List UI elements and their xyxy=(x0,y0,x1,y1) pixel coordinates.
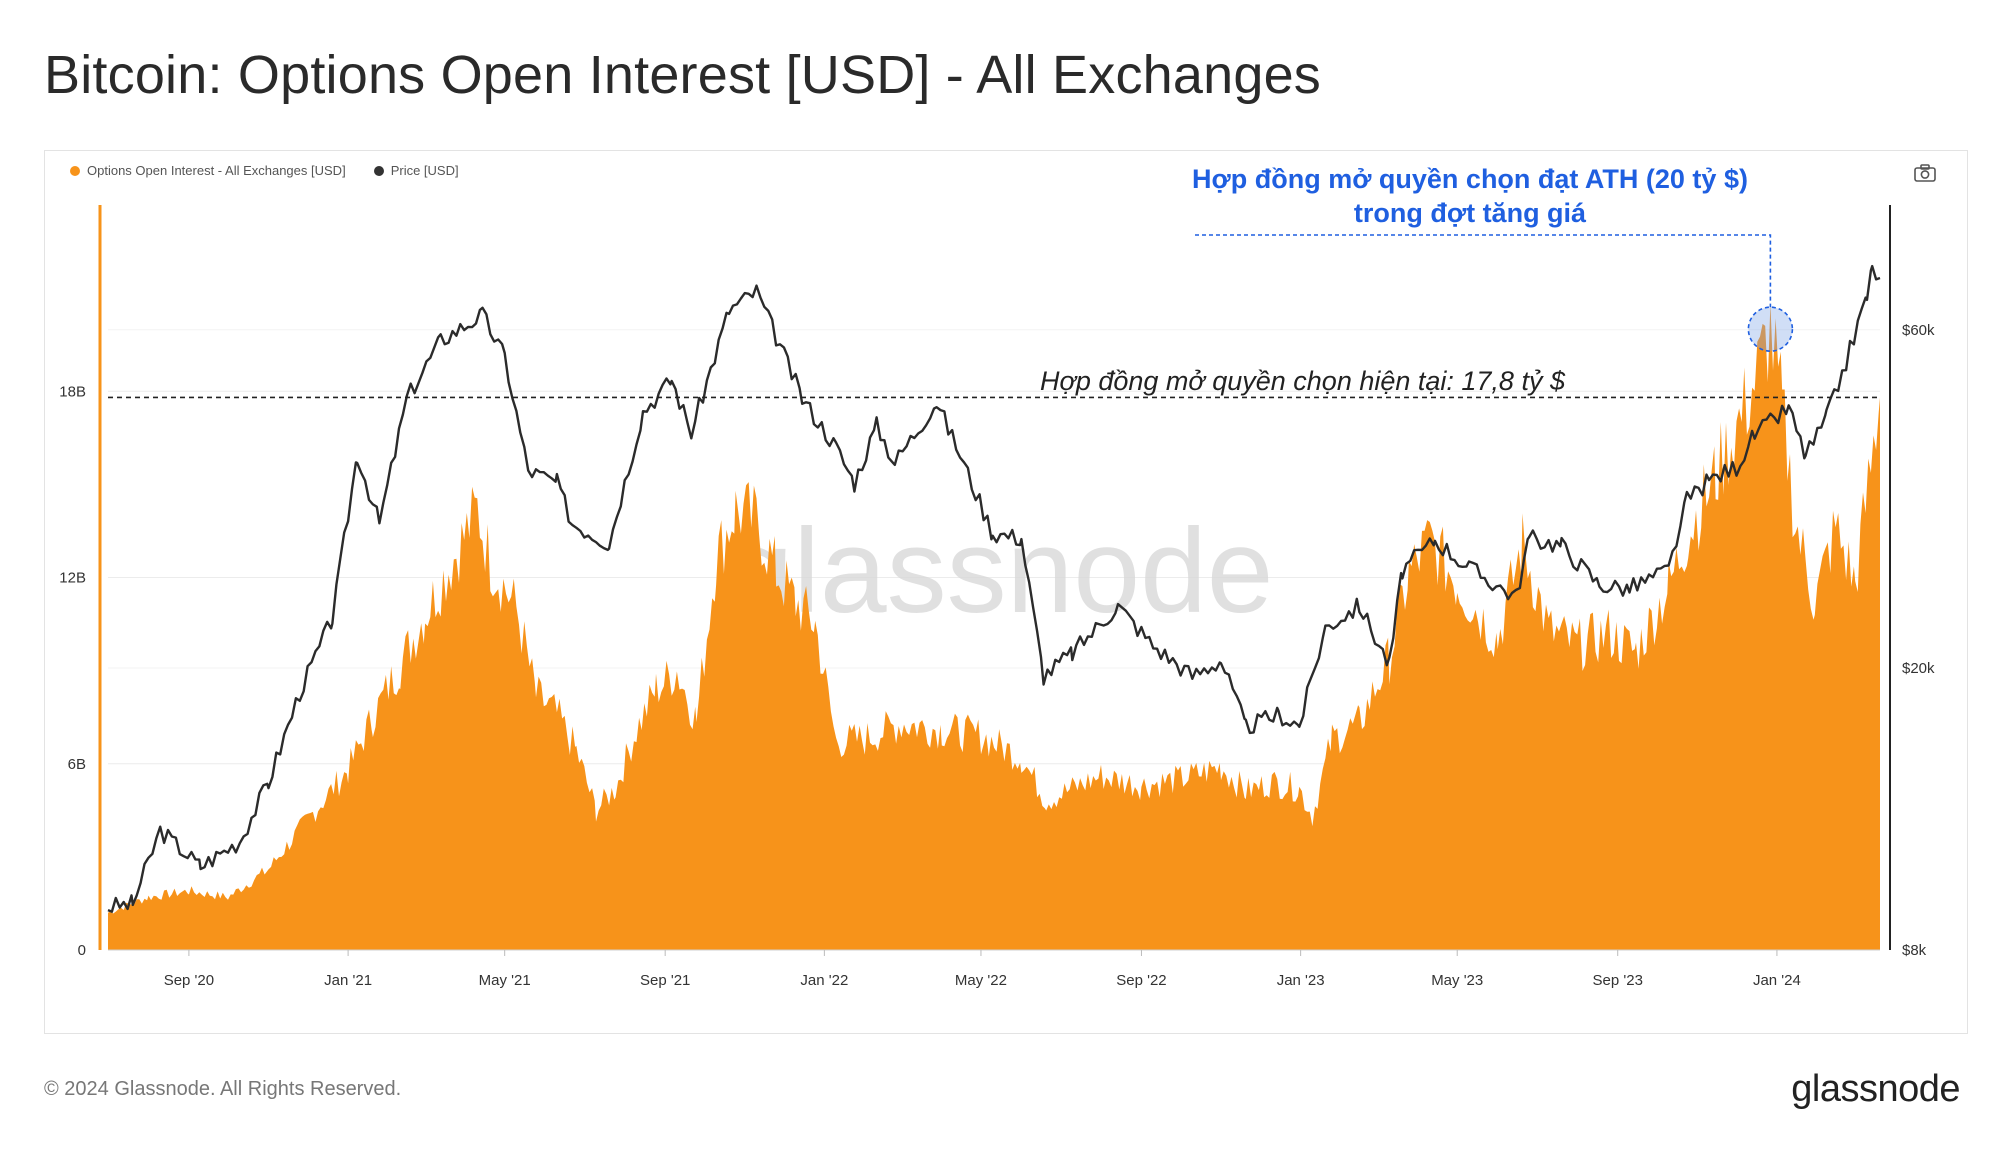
y-left-tick-label: 12B xyxy=(59,570,86,587)
x-tick-label: May '23 xyxy=(1431,972,1483,989)
x-tick-label: May '21 xyxy=(479,972,531,989)
legend-dot-oi xyxy=(70,165,80,176)
footer-logo: glassnode xyxy=(1791,1068,1960,1110)
x-tick-label: Jan '21 xyxy=(324,972,372,989)
y-right-tick-label: $20k xyxy=(1902,660,1935,677)
y-left-tick-label: 0 xyxy=(78,942,86,959)
x-tick-label: Sep '22 xyxy=(1116,972,1166,989)
x-tick-label: Sep '23 xyxy=(1593,972,1643,989)
legend-item-oi[interactable]: Options Open Interest - All Exchanges [U… xyxy=(70,163,346,178)
x-tick-label: Jan '24 xyxy=(1753,972,1801,989)
ath-marker-circle xyxy=(1747,306,1794,352)
legend-dot-price xyxy=(373,165,384,176)
x-tick-label: Sep '21 xyxy=(640,972,690,989)
y-left-tick-label: 6B xyxy=(68,756,86,773)
watermark-text: glassnode xyxy=(726,504,1273,638)
y-right-tick-label: $8k xyxy=(1902,942,1927,959)
x-tick-label: Jan '22 xyxy=(800,972,848,989)
y-right-tick-label: $60k xyxy=(1902,322,1935,339)
legend-label-price: Price [USD] xyxy=(390,163,459,178)
price-line-layer xyxy=(107,264,1881,913)
oi-area xyxy=(108,303,1880,950)
x-tick-label: May '22 xyxy=(955,972,1007,989)
oi-area-layer xyxy=(108,303,1880,950)
page-title: Bitcoin: Options Open Interest [USD] - A… xyxy=(44,45,1322,105)
annotation-ath-line2: trong đợt tăng giá xyxy=(1354,198,1587,228)
annotation-ath-line1: Hợp đồng mở quyền chọn đạt ATH (20 tỷ $) xyxy=(1192,164,1748,194)
legend-label-oi: Options Open Interest - All Exchanges [U… xyxy=(87,163,346,178)
y-left-tick-label: 18B xyxy=(59,383,86,400)
ath-leader-line xyxy=(1195,234,1772,308)
axis-layer: 0 6B 12B 18B $8k $20k $60k Sep '20 Jan '21 May '2… xyxy=(59,205,1935,989)
annotation-layer: Hợp đồng mở quyền chọn đạt ATH (20 tỷ $)… xyxy=(108,164,1880,399)
footer-copyright: © 2024 Glassnode. All Rights Reserved. xyxy=(44,1078,402,1100)
legend-item-price[interactable]: Price [USD] xyxy=(373,163,459,178)
price-line xyxy=(107,264,1881,913)
camera-icon[interactable] xyxy=(1914,164,1936,182)
annotation-current-level: Hợp đồng mở quyền chọn hiện tại: 17,8 tỷ… xyxy=(1040,366,1566,396)
x-tick-label: Jan '23 xyxy=(1277,972,1325,989)
chart-legend: Options Open Interest - All Exchanges [U… xyxy=(70,163,459,178)
x-tick-label: Sep '20 xyxy=(164,972,214,989)
